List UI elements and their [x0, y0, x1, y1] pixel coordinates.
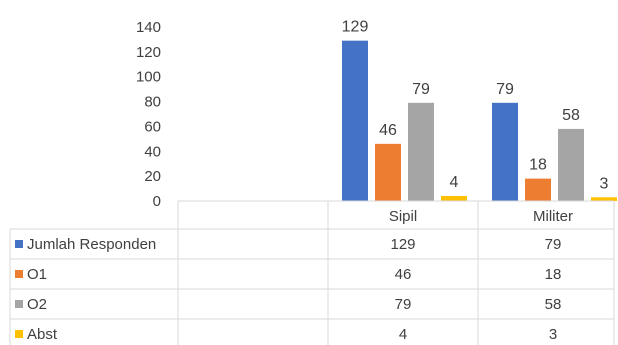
table-cell-value: 129 — [390, 236, 415, 253]
table-cell-value: 46 — [395, 266, 412, 283]
y-tick-label: 80 — [144, 94, 161, 111]
y-tick-label: 120 — [136, 44, 161, 61]
legend-label: Jumlah Responden — [27, 236, 156, 253]
x-category-label: Militer — [533, 208, 573, 225]
y-tick-label: 60 — [144, 118, 161, 135]
data-labels: 129 79 46 18 79 58 4 3 — [342, 19, 609, 193]
bar-jumlah-responden-sipil — [342, 40, 368, 201]
data-label: 46 — [379, 122, 397, 139]
y-tick-label: 140 — [136, 19, 161, 36]
y-tick-label: 0 — [153, 193, 161, 210]
legend-label: Abst — [27, 326, 58, 343]
data-label: 129 — [342, 19, 369, 36]
legend-key — [15, 330, 23, 338]
data-label: 79 — [412, 81, 430, 98]
bar-jumlah-responden-militer — [492, 102, 518, 201]
data-label: 58 — [562, 107, 580, 124]
y-tick-label: 100 — [136, 69, 161, 86]
bar-abst-militer — [591, 197, 617, 201]
table-cell-value: 79 — [545, 236, 562, 253]
y-axis: 0 20 40 60 80 100 120 140 — [136, 19, 161, 210]
table-cell-value: 3 — [549, 326, 557, 343]
table-cell-value: 18 — [545, 266, 562, 283]
bar-o2-sipil — [408, 102, 434, 201]
bar-o1-militer — [525, 178, 551, 201]
data-label: 79 — [496, 81, 514, 98]
data-label: 18 — [529, 157, 547, 174]
legend-key — [15, 240, 23, 248]
y-tick-label: 40 — [144, 143, 161, 160]
legend-key — [15, 270, 23, 278]
table-cell-value: 58 — [545, 296, 562, 313]
bar-o1-sipil — [375, 143, 401, 201]
bars — [342, 40, 617, 201]
x-category-label: Sipil — [389, 208, 417, 225]
data-label: 3 — [600, 175, 609, 192]
data-table: Sipil Militer Jumlah Responden 129 79 O1 46 18 O… — [9, 200, 615, 345]
legend-key — [15, 300, 23, 308]
table-cell-value: 4 — [399, 326, 407, 343]
legend-label: O2 — [27, 296, 47, 313]
bar-abst-sipil — [441, 196, 467, 201]
table-cell-value: 79 — [395, 296, 412, 313]
y-tick-label: 20 — [144, 168, 161, 185]
legend-label: O1 — [27, 266, 47, 283]
bar-o2-militer — [558, 128, 584, 201]
data-label: 4 — [450, 174, 459, 191]
